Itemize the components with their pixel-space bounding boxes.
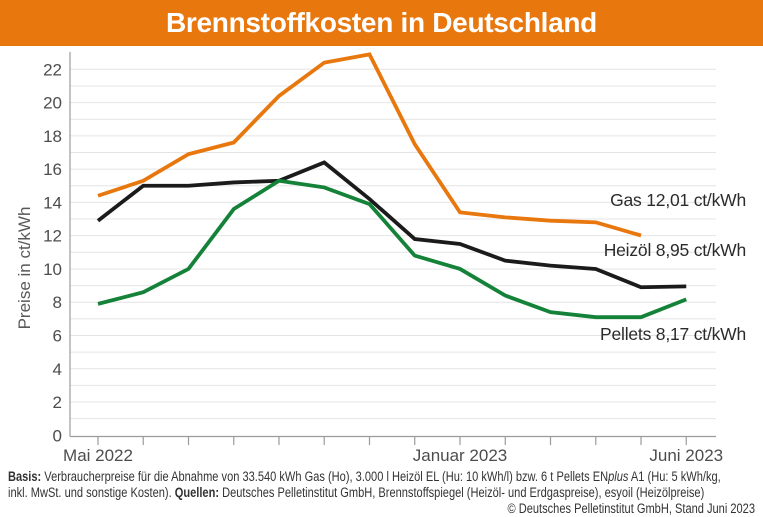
footer-text-segment: Quellen: bbox=[174, 485, 220, 500]
y-tick-label: 6 bbox=[53, 326, 62, 345]
footer-text-segment: plus bbox=[608, 469, 629, 484]
footer-line-2: inkl. MwSt. und sonstige Kosten). Quelle… bbox=[8, 485, 704, 501]
footer-text-segment: A1 (Hu: 5 kWh/kg, bbox=[628, 469, 721, 484]
y-tick-label: 4 bbox=[53, 360, 62, 379]
x-tick-label: Mai 2022 bbox=[63, 446, 133, 465]
y-tick-label: 8 bbox=[53, 293, 62, 312]
footer-text-segment: Basis: bbox=[8, 469, 42, 484]
gas-line bbox=[97, 52, 642, 238]
x-tick-label: Juni 2023 bbox=[649, 446, 723, 465]
heizoel-line bbox=[96, 160, 687, 290]
page-title: Brennstoffkosten in Deutschland bbox=[166, 7, 597, 38]
y-tick-label: 0 bbox=[53, 426, 62, 445]
footer-text-segment: Verbraucherpreise für die Abnahme von 33… bbox=[41, 469, 609, 484]
y-tick-label: 20 bbox=[43, 94, 62, 113]
footer-notes: Basis: Verbraucherpreise für die Abnahme… bbox=[8, 469, 755, 517]
y-tick-label: 10 bbox=[43, 260, 62, 279]
y-axis-title: Preise in ct/kWh bbox=[15, 207, 34, 330]
y-tick-label: 14 bbox=[43, 193, 62, 212]
y-tick-label: 2 bbox=[53, 393, 62, 412]
title-bar: Brennstoffkosten in Deutschland bbox=[0, 0, 763, 46]
line-chart: 0 2 4 6 8 10 12 14 16 18 20 22 Mai 2022 Januar 2023 Ju… bbox=[15, 52, 746, 465]
footer-text-segment: inkl. MwSt. und sonstige Kosten). bbox=[8, 485, 175, 500]
x-tick-label: Januar 2023 bbox=[413, 446, 508, 465]
pellets-value-label: Pellets 8,17 ct/kWh bbox=[600, 324, 746, 344]
y-tick-label: 16 bbox=[43, 160, 62, 179]
footer-text-segment: © Deutsches Pelletinstitut GmbH, Stand J… bbox=[507, 501, 755, 516]
y-tick-label: 22 bbox=[43, 60, 62, 79]
y-tick-label: 12 bbox=[43, 227, 62, 246]
gas-value-label: Gas 12,01 ct/kWh bbox=[610, 190, 746, 210]
copyright-line: © Deutsches Pelletinstitut GmbH, Stand J… bbox=[142, 501, 755, 517]
footer-text-segment: Deutsches Pelletinstitut GmbH, Brennstof… bbox=[219, 485, 705, 500]
footer-line-1: Basis: Verbraucherpreise für die Abnahme… bbox=[8, 469, 721, 485]
heizoel-value-label: Heizöl 8,95 ct/kWh bbox=[604, 240, 746, 260]
pellets-line bbox=[97, 178, 687, 320]
y-tick-label: 18 bbox=[43, 127, 62, 146]
